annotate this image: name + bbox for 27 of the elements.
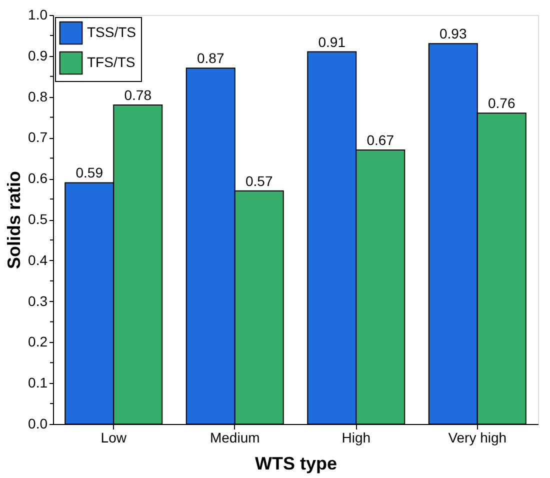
x-tick-label: Very high: [448, 430, 507, 446]
x-tick-label: High: [342, 430, 371, 446]
y-tick-label: 0.3: [28, 292, 48, 309]
y-tick-label: 1.0: [28, 6, 48, 22]
data-label: 0.78: [124, 86, 152, 103]
data-label: 0.67: [366, 132, 394, 148]
data-label: 0.91: [318, 34, 346, 50]
y-tick-label: 0.6: [28, 170, 48, 186]
legend-label: TSS/TS: [87, 24, 136, 40]
y-tick-label: 0.2: [28, 334, 48, 350]
y-axis-title: Solids ratio: [4, 170, 24, 270]
data-label: 0.57: [246, 172, 273, 189]
y-tick-label: 0.1: [28, 374, 48, 391]
y-tick-label: 0.8: [28, 88, 48, 104]
y-tick-label: 0.0: [28, 416, 48, 432]
data-label: 0.59: [76, 164, 104, 181]
legend-label: TFS/TS: [87, 54, 136, 70]
x-axis-title: WTS type: [254, 454, 338, 474]
y-tick-label: 0.9: [28, 47, 48, 64]
y-tick-label: 0.5: [28, 211, 48, 227]
y-tick-label: 0.7: [28, 129, 48, 146]
data-label: 0.93: [440, 26, 467, 42]
data-label: 0.76: [488, 95, 516, 112]
x-tick-label: Low: [100, 430, 128, 446]
x-tick-label: Medium: [210, 430, 260, 446]
y-tick-label: 0.4: [28, 252, 48, 268]
data-label: 0.87: [197, 50, 224, 66]
